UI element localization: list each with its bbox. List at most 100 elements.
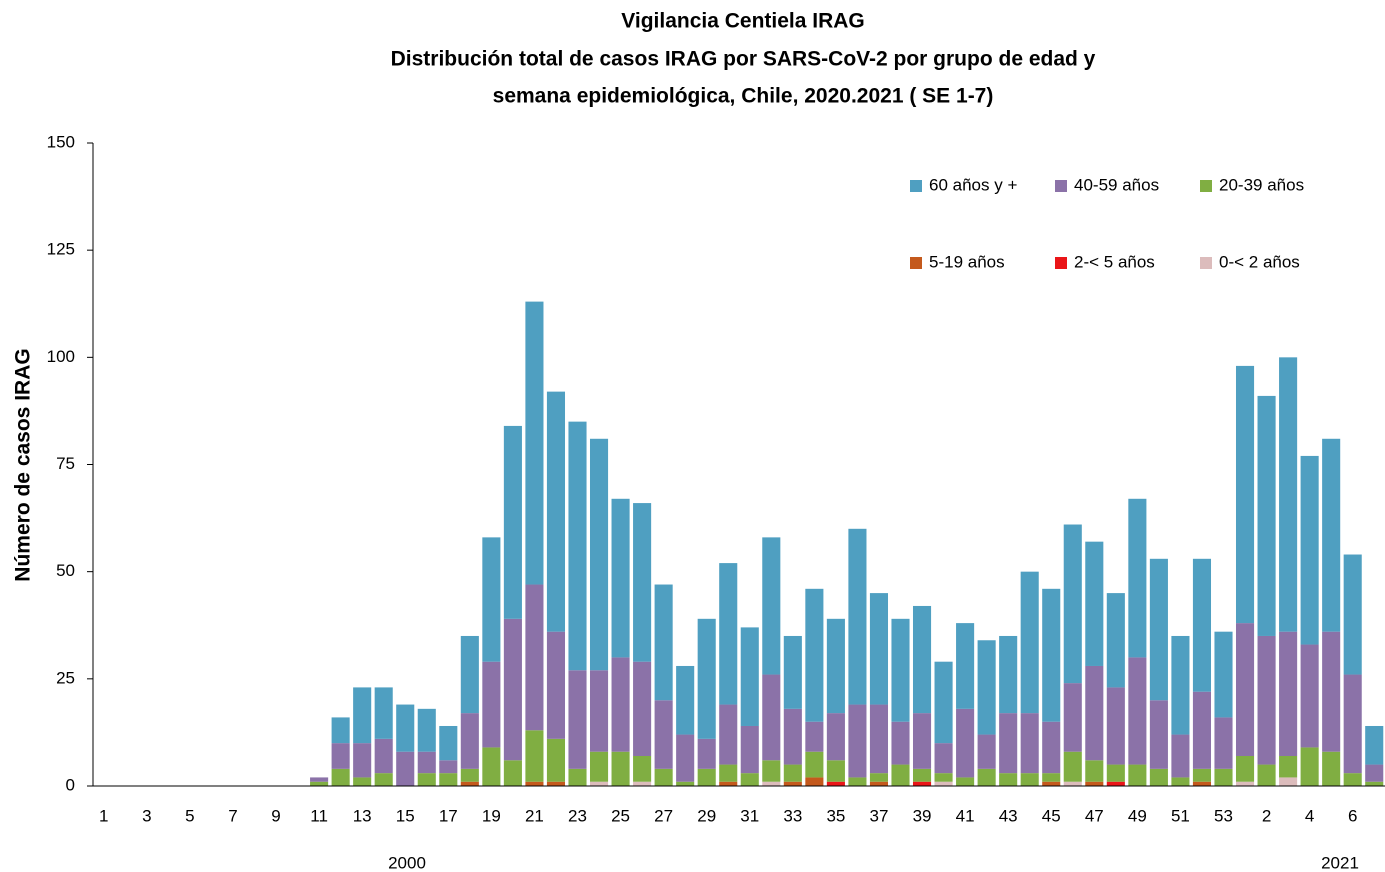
bar-segment	[353, 777, 372, 786]
bar-segment	[374, 738, 393, 774]
bar-segment	[417, 708, 436, 752]
bar-segment	[439, 773, 458, 786]
bar-segment	[826, 781, 845, 786]
bar-segment	[1063, 683, 1082, 752]
bar-segment	[869, 781, 889, 786]
bar-segment	[1279, 631, 1298, 756]
bar-segment	[869, 704, 889, 774]
legend-swatch	[910, 180, 922, 192]
bar-segment	[1192, 768, 1212, 782]
bar-segment	[676, 665, 695, 735]
bar-segment	[353, 743, 372, 778]
bar-segment	[783, 764, 802, 782]
bar-segment	[783, 635, 802, 709]
bar-segment	[826, 713, 845, 761]
bar-segment	[1235, 365, 1255, 624]
legend-label: 60 años y +	[929, 175, 1017, 194]
bar-segment	[1171, 777, 1190, 786]
bar-segment	[1106, 593, 1125, 688]
bar-segment	[1063, 524, 1082, 684]
bar-segment	[848, 528, 867, 705]
x-tick-label: 39	[913, 806, 932, 825]
bar-segment	[1192, 691, 1212, 769]
bar-segment	[977, 640, 996, 735]
bar-segment	[589, 438, 609, 671]
x-tick-label: 13	[353, 806, 372, 825]
x-tick-label: 29	[697, 806, 716, 825]
bar-segment	[1214, 717, 1233, 769]
bar-segment	[697, 738, 716, 769]
y-tick-label: 125	[47, 240, 75, 259]
x-tick-label: 49	[1128, 806, 1147, 825]
x-tick-label: 9	[271, 806, 280, 825]
bar-segment	[697, 768, 716, 786]
bar-segment	[1257, 635, 1276, 765]
bar-segment	[1214, 768, 1233, 786]
bar-segment	[740, 725, 759, 774]
bar-segment	[1300, 644, 1319, 748]
bar-segment	[310, 781, 329, 786]
bar-segment	[848, 704, 867, 778]
bar-segment	[1063, 781, 1082, 786]
bar-segment	[396, 704, 415, 752]
bar-segment	[1322, 631, 1341, 752]
bar-segment	[1085, 781, 1104, 786]
bar-segment	[633, 781, 652, 786]
x-tick-label: 35	[826, 806, 845, 825]
bar-segment	[1365, 764, 1384, 782]
bar-segment	[1085, 541, 1104, 666]
bar-segment	[977, 768, 996, 786]
x-tick-label: 37	[870, 806, 889, 825]
bar-segment	[719, 563, 738, 705]
bar-segment	[999, 713, 1018, 774]
legend-swatch	[1055, 257, 1067, 269]
bar-segment	[891, 764, 910, 786]
x-tick-label: 15	[396, 806, 415, 825]
bar-segment	[439, 725, 458, 761]
bar-segment	[719, 764, 738, 782]
x-tick-label: 31	[740, 806, 759, 825]
bar-segment	[912, 768, 932, 782]
bar-segment	[762, 760, 781, 782]
bar-segment	[1343, 773, 1362, 786]
bar-segment	[869, 593, 889, 705]
bar-segment	[525, 730, 544, 782]
bar-segment	[654, 584, 673, 701]
bar-segment	[568, 768, 587, 786]
x-tick-label: 11	[310, 806, 328, 825]
bar-segment	[1279, 357, 1298, 632]
bar-segment	[503, 425, 522, 619]
bar-segment	[934, 661, 953, 744]
bar-segment	[676, 734, 695, 782]
bar-segment	[1322, 751, 1341, 786]
bar-segment	[546, 781, 566, 786]
x-tick-label: 2	[1262, 806, 1271, 825]
bar-segment	[719, 704, 738, 765]
x-tick-label: 27	[654, 806, 673, 825]
legend-label: 5-19 años	[929, 252, 1005, 271]
chart-title: Distribución total de casos IRAG por SAR…	[391, 48, 1096, 71]
bar-segment	[525, 781, 544, 786]
y-tick-label: 75	[56, 454, 75, 473]
bar-segment	[460, 768, 479, 782]
bar-segment	[331, 717, 350, 744]
bar-segment	[654, 768, 673, 786]
bar-segment	[633, 503, 652, 662]
bar-segment	[633, 755, 652, 782]
bar-segment	[482, 661, 501, 748]
bar-segment	[1085, 665, 1104, 761]
bar-segment	[1128, 657, 1147, 765]
bar-segment	[460, 713, 479, 769]
bar-segment	[589, 751, 609, 782]
bar-segment	[1149, 768, 1168, 786]
bar-segment	[1020, 713, 1039, 774]
bar-segment	[611, 498, 630, 658]
bar-segment	[482, 747, 501, 786]
bar-segment	[1020, 571, 1039, 714]
bar-segment	[912, 605, 932, 714]
x-tick-label: 7	[228, 806, 237, 825]
bar-segment	[912, 713, 932, 769]
x-tick-label: 1	[99, 806, 108, 825]
bar-segment	[762, 537, 781, 675]
bar-segment	[1106, 764, 1125, 782]
